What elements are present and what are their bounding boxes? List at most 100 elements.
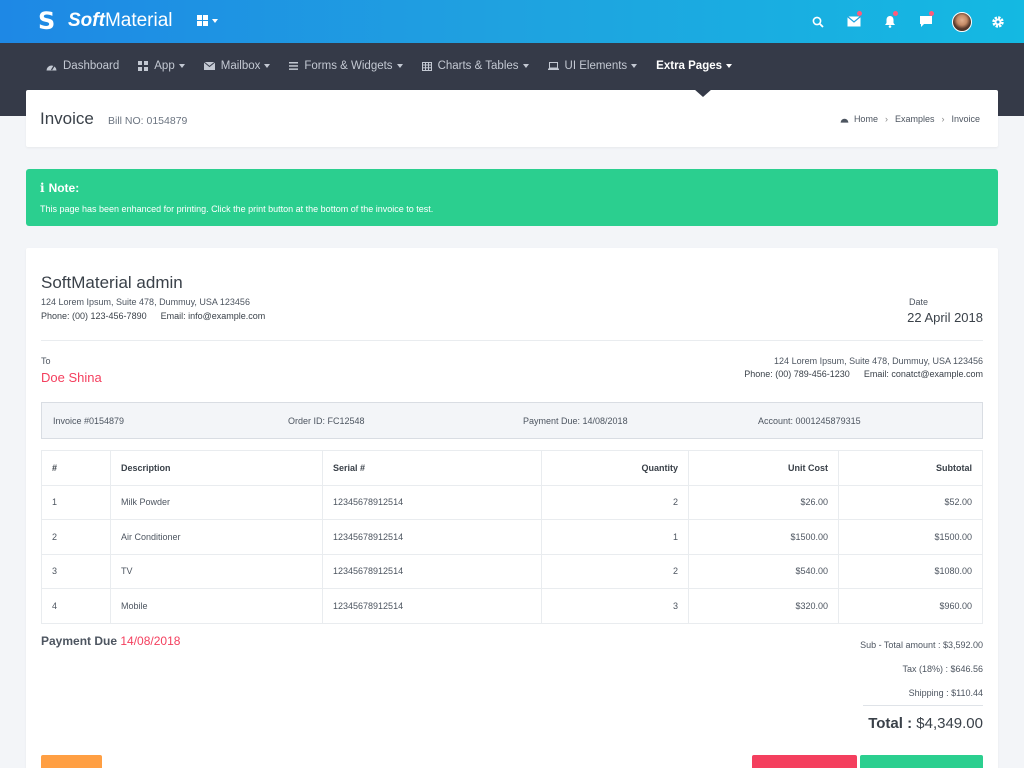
order-id: Order ID: FC12548 bbox=[288, 415, 365, 426]
breadcrumb-home[interactable]: Home bbox=[853, 114, 878, 124]
dashboard-icon bbox=[46, 65, 57, 70]
search-icon bbox=[812, 16, 824, 28]
from-address: 124 Lorem Ipsum, Suite 478, Dummuy, USA … bbox=[41, 297, 250, 307]
row-unit-cost: $26.00 bbox=[688, 484, 839, 520]
row-quantity: 1 bbox=[541, 519, 689, 555]
generate-pdf-button[interactable] bbox=[752, 755, 857, 768]
date-value: 22 April 2018 bbox=[907, 310, 983, 325]
page-title: Invoice bbox=[40, 109, 94, 128]
row-description: Milk Powder bbox=[110, 484, 323, 520]
sub-total-amount: Sub - Total amount : $3,592.00 bbox=[860, 640, 983, 650]
chevron-down-icon bbox=[212, 18, 218, 23]
brand-name-rest: Material bbox=[104, 10, 173, 31]
chevron-down-icon bbox=[178, 64, 185, 68]
chevron-right-icon: › bbox=[884, 114, 888, 124]
row-number: 4 bbox=[41, 588, 111, 624]
grand-total: Total : $4,349.00 bbox=[868, 715, 983, 732]
nav-forms-widgets[interactable]: Forms & Widgets bbox=[289, 60, 403, 72]
row-number: 2 bbox=[41, 519, 111, 555]
chat-button[interactable] bbox=[908, 0, 944, 43]
row-quantity: 3 bbox=[541, 588, 689, 624]
bell-icon bbox=[885, 16, 895, 28]
chevron-down-icon bbox=[726, 64, 733, 68]
table-row: 1 Milk Powder 12345678912514 2 $26.00 $5… bbox=[41, 484, 983, 520]
table-row: 3 TV 12345678912514 2 $540.00 $1080.00 bbox=[41, 553, 983, 589]
table-row: 4 Mobile 12345678912514 3 $320.00 $960.0… bbox=[41, 588, 983, 624]
user-avatar-button[interactable] bbox=[944, 0, 980, 43]
table-row: 2 Air Conditioner 12345678912514 1 $1500… bbox=[41, 519, 983, 555]
print-button[interactable] bbox=[41, 755, 102, 768]
nav-mailbox[interactable]: Mailbox bbox=[203, 60, 271, 72]
from-email: Email: info@example.com bbox=[160, 311, 266, 321]
chevron-down-icon bbox=[631, 64, 638, 68]
info-icon: i bbox=[40, 181, 45, 195]
chevron-right-icon: › bbox=[941, 114, 945, 124]
table-icon bbox=[421, 61, 432, 71]
row-number: 3 bbox=[41, 553, 111, 589]
account-number: Account: 0001245879315 bbox=[758, 415, 861, 426]
page-header: Invoice Bill NO: 0154879 Home › Examples… bbox=[26, 90, 998, 147]
nav-app[interactable]: App bbox=[138, 60, 185, 72]
row-description: TV bbox=[110, 553, 323, 589]
mail-button[interactable] bbox=[836, 0, 872, 43]
total-value: $4,349.00 bbox=[916, 715, 983, 732]
search-button[interactable] bbox=[800, 0, 836, 43]
row-serial: 12345678912514 bbox=[322, 484, 542, 520]
notification-dot bbox=[929, 11, 934, 16]
column-header-quantity: Quantity bbox=[541, 450, 689, 486]
breadcrumb-current: Invoice bbox=[951, 114, 980, 124]
invoice-items-table: # Description Serial # Quantity Unit Cos… bbox=[41, 450, 983, 624]
main-navbar: Dashboard App Mailbox Forms & Widgets Ch… bbox=[0, 43, 1024, 89]
to-label: To bbox=[41, 356, 51, 366]
invoice-summary: Sub - Total amount : $3,592.00 Tax (18%)… bbox=[860, 633, 983, 705]
active-nav-indicator bbox=[694, 89, 712, 97]
nav-charts-tables[interactable]: Charts & Tables bbox=[421, 60, 529, 72]
row-subtotal: $1080.00 bbox=[838, 553, 983, 589]
chat-icon bbox=[920, 16, 932, 27]
to-address: 124 Lorem Ipsum, Suite 478, Dummuy, USA … bbox=[774, 356, 983, 366]
brand-logo[interactable]: S Soft Material bbox=[38, 9, 173, 33]
monitor-icon bbox=[547, 62, 559, 70]
top-bar: S Soft Material bbox=[0, 0, 1024, 43]
table-header-row: # Description Serial # Quantity Unit Cos… bbox=[41, 450, 983, 486]
to-phone: Phone: (00) 789-456-1230 bbox=[744, 369, 850, 379]
payment-due-meta: Payment Due: 14/08/2018 bbox=[523, 415, 628, 426]
row-unit-cost: $1500.00 bbox=[688, 519, 839, 555]
to-name: Doe Shina bbox=[41, 370, 102, 385]
column-header-subtotal: Subtotal bbox=[838, 450, 983, 486]
to-contact: Phone: (00) 789-456-1230 Email: conatct@e… bbox=[730, 369, 983, 379]
nav-ui-elements[interactable]: UI Elements bbox=[547, 60, 638, 72]
notification-dot bbox=[857, 11, 862, 16]
grid-icon bbox=[138, 61, 149, 71]
apps-menu-button[interactable] bbox=[197, 15, 218, 26]
column-header-number: # bbox=[41, 450, 111, 486]
payment-due-label: Payment Due bbox=[41, 634, 118, 648]
from-contact: Phone: (00) 123-456-7890 Email: info@exam… bbox=[41, 311, 279, 321]
to-email: Email: conatct@example.com bbox=[863, 369, 983, 379]
breadcrumb-examples[interactable]: Examples bbox=[894, 114, 935, 124]
row-subtotal: $960.00 bbox=[838, 588, 983, 624]
divider bbox=[863, 705, 983, 706]
chevron-down-icon bbox=[522, 64, 529, 68]
note-text: This page has been enhanced for printing… bbox=[40, 204, 434, 214]
settings-button[interactable] bbox=[980, 0, 1016, 43]
grid-icon bbox=[197, 15, 208, 26]
nav-dashboard[interactable]: Dashboard bbox=[46, 60, 119, 72]
brand-name-bold: Soft bbox=[68, 10, 105, 31]
row-number: 1 bbox=[41, 484, 111, 520]
row-unit-cost: $320.00 bbox=[688, 588, 839, 624]
row-description: Mobile bbox=[110, 588, 323, 624]
dashboard-icon bbox=[840, 118, 849, 123]
notifications-button[interactable] bbox=[872, 0, 908, 43]
print-note-alert: i Note: This page has been enhanced for p… bbox=[26, 169, 998, 226]
shipping-amount: Shipping : $110.44 bbox=[908, 688, 983, 698]
row-serial: 12345678912514 bbox=[322, 553, 542, 589]
row-quantity: 2 bbox=[541, 484, 689, 520]
submit-payment-button[interactable] bbox=[860, 755, 983, 768]
avatar bbox=[952, 11, 972, 32]
page-subtitle: Bill NO: 0154879 bbox=[108, 115, 188, 127]
nav-extra-pages[interactable]: Extra Pages bbox=[656, 60, 733, 72]
notification-dot bbox=[893, 11, 898, 16]
row-unit-cost: $540.00 bbox=[688, 553, 839, 589]
chevron-down-icon bbox=[264, 64, 271, 68]
